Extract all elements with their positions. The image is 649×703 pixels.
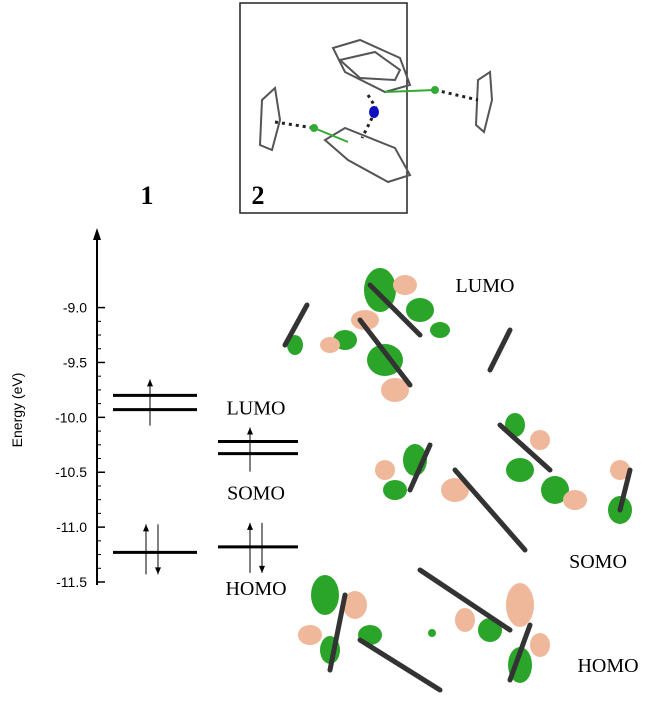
level-label: SOMO [227, 483, 285, 505]
spin-arrow-head [247, 427, 253, 434]
spin-arrow-head [155, 567, 161, 574]
spin-arrow-head [247, 523, 253, 530]
y-tick-label: -10.0 [55, 409, 87, 425]
orbital-label: LUMO [456, 275, 515, 297]
orbital-images [285, 268, 632, 690]
spin-arrow-head [147, 379, 153, 386]
y-axis-label: Energy (eV) [9, 373, 25, 448]
orbital-label: SOMO [569, 551, 627, 573]
structure-panel: 2 [240, 3, 492, 213]
y-tick-label: -11.5 [56, 574, 87, 590]
level-label: HOMO [225, 578, 286, 600]
axis-arrow [93, 228, 101, 240]
column-label: 1 [141, 181, 154, 210]
spin-arrow-head [143, 524, 149, 531]
y-tick-label: -10.5 [55, 464, 87, 480]
spin-arrow-head [259, 566, 265, 573]
figure: 2 1 Energy (eV) [0, 0, 649, 703]
y-tick-label: -9.0 [63, 300, 87, 316]
orbital-label: HOMO [577, 655, 638, 677]
y-tick-label: -9.5 [63, 354, 87, 370]
level-label: LUMO [227, 397, 286, 419]
y-tick-label: -11.0 [56, 519, 87, 535]
structure-label: 2 [252, 181, 265, 210]
